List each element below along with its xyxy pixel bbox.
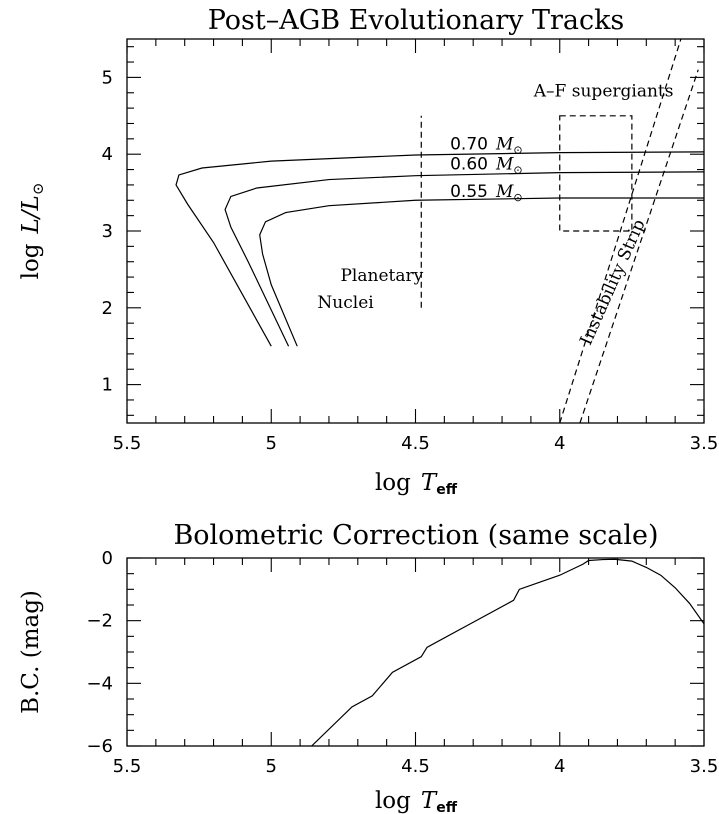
bc-x-tick-label: 4 — [554, 756, 565, 777]
track-label: 0.60 M⊙ — [450, 155, 523, 177]
hr-diagram-x-axis-label: log Teff — [375, 470, 458, 498]
bc-y-tick-label: 0 — [102, 548, 113, 569]
hr-x-tick-label: 4.5 — [401, 433, 430, 454]
hr-y-tick-label: 1 — [102, 375, 113, 396]
bc-y-tick-label: −2 — [86, 611, 113, 632]
hr-diagram-track-labels: 0.70 M⊙0.60 M⊙0.55 M⊙ — [450, 135, 523, 205]
bc-plot-frame — [127, 558, 704, 746]
bc-x-axis-label: log Teff — [375, 788, 458, 814]
track-label-unit: M — [495, 155, 514, 175]
annotation-planetary: Planetary — [340, 266, 423, 286]
track-label-unit-sub: ⊙ — [513, 191, 522, 204]
hr-y-label-sub: ⊙ — [29, 183, 47, 196]
bc-x-tick-label: 5.5 — [113, 756, 142, 777]
track-label-unit: M — [495, 182, 514, 202]
bc-x-tick-label: 3.5 — [690, 756, 719, 777]
bc-y-axis-label: B.C. (mag) — [18, 590, 44, 714]
bc-y-tick-label: −4 — [86, 673, 113, 694]
track-label: 0.55 M⊙ — [450, 182, 523, 204]
bc-title: Bolometric Correction (same scale) — [173, 520, 658, 551]
track-label-mass: 0.60 — [450, 155, 488, 175]
bc-x-label-sub: eff — [436, 800, 457, 814]
bc-tick-labels: 5.5 5 4.5 4 3.5 0 −2 −4 −6 — [86, 548, 718, 777]
hr-diagram-annotations: Planetary Nuclei A–F supergiants Instabilit… — [317, 82, 673, 349]
af-supergiants-box — [560, 116, 632, 231]
hr-y-label-prefix: log — [18, 243, 44, 279]
bc-curves — [312, 559, 704, 746]
hr-y-tick-label: 2 — [102, 298, 113, 319]
hr-x-tick-label: 5.5 — [113, 433, 142, 454]
hr-x-label-sub: eff — [436, 482, 457, 498]
hr-x-label-prefix: log — [375, 470, 411, 496]
annotation-nuclei: Nuclei — [317, 293, 374, 313]
bolometric-correction-panel: Bolometric Correction (same scale) 5.5 5 4… — [18, 520, 718, 814]
track-label-mass: 0.55 — [450, 182, 488, 202]
annotation-instability-strip: Instability Strip — [576, 216, 649, 348]
hr-x-tick-label: 4 — [554, 433, 565, 454]
hr-y-tick-label: 5 — [102, 67, 113, 88]
bc-x-label-prefix: log — [375, 788, 411, 814]
hr-y-label-var: L/L — [18, 195, 44, 234]
hr-y-tick-label: 4 — [102, 144, 113, 165]
bc-ticks — [127, 558, 704, 746]
track-label-unit-sub: ⊙ — [513, 164, 522, 177]
bc-y-tick-label: −6 — [86, 736, 113, 757]
track-label-unit-sub: ⊙ — [513, 144, 522, 157]
track-label-unit: M — [495, 135, 514, 155]
hr-diagram-y-axis-label: log L/L⊙ — [18, 183, 47, 280]
track-label-mass: 0.70 — [450, 135, 488, 155]
bc-x-tick-label: 5 — [266, 756, 277, 777]
track-label: 0.70 M⊙ — [450, 135, 523, 157]
hr-diagram-panel: Post–AGB Evolutionary Tracks 5.5 5 4.5 4 3.5… — [18, 5, 718, 498]
hr-x-tick-label: 3.5 — [690, 433, 719, 454]
annotation-a-f-supergiants: A–F supergiants — [533, 82, 674, 102]
bc-x-tick-label: 4.5 — [401, 756, 430, 777]
hr-diagram-title: Post–AGB Evolutionary Tracks — [208, 5, 625, 36]
hr-x-tick-label: 5 — [266, 433, 277, 454]
hr-y-tick-label: 3 — [102, 221, 113, 242]
bolometric-correction-curve — [312, 559, 704, 746]
